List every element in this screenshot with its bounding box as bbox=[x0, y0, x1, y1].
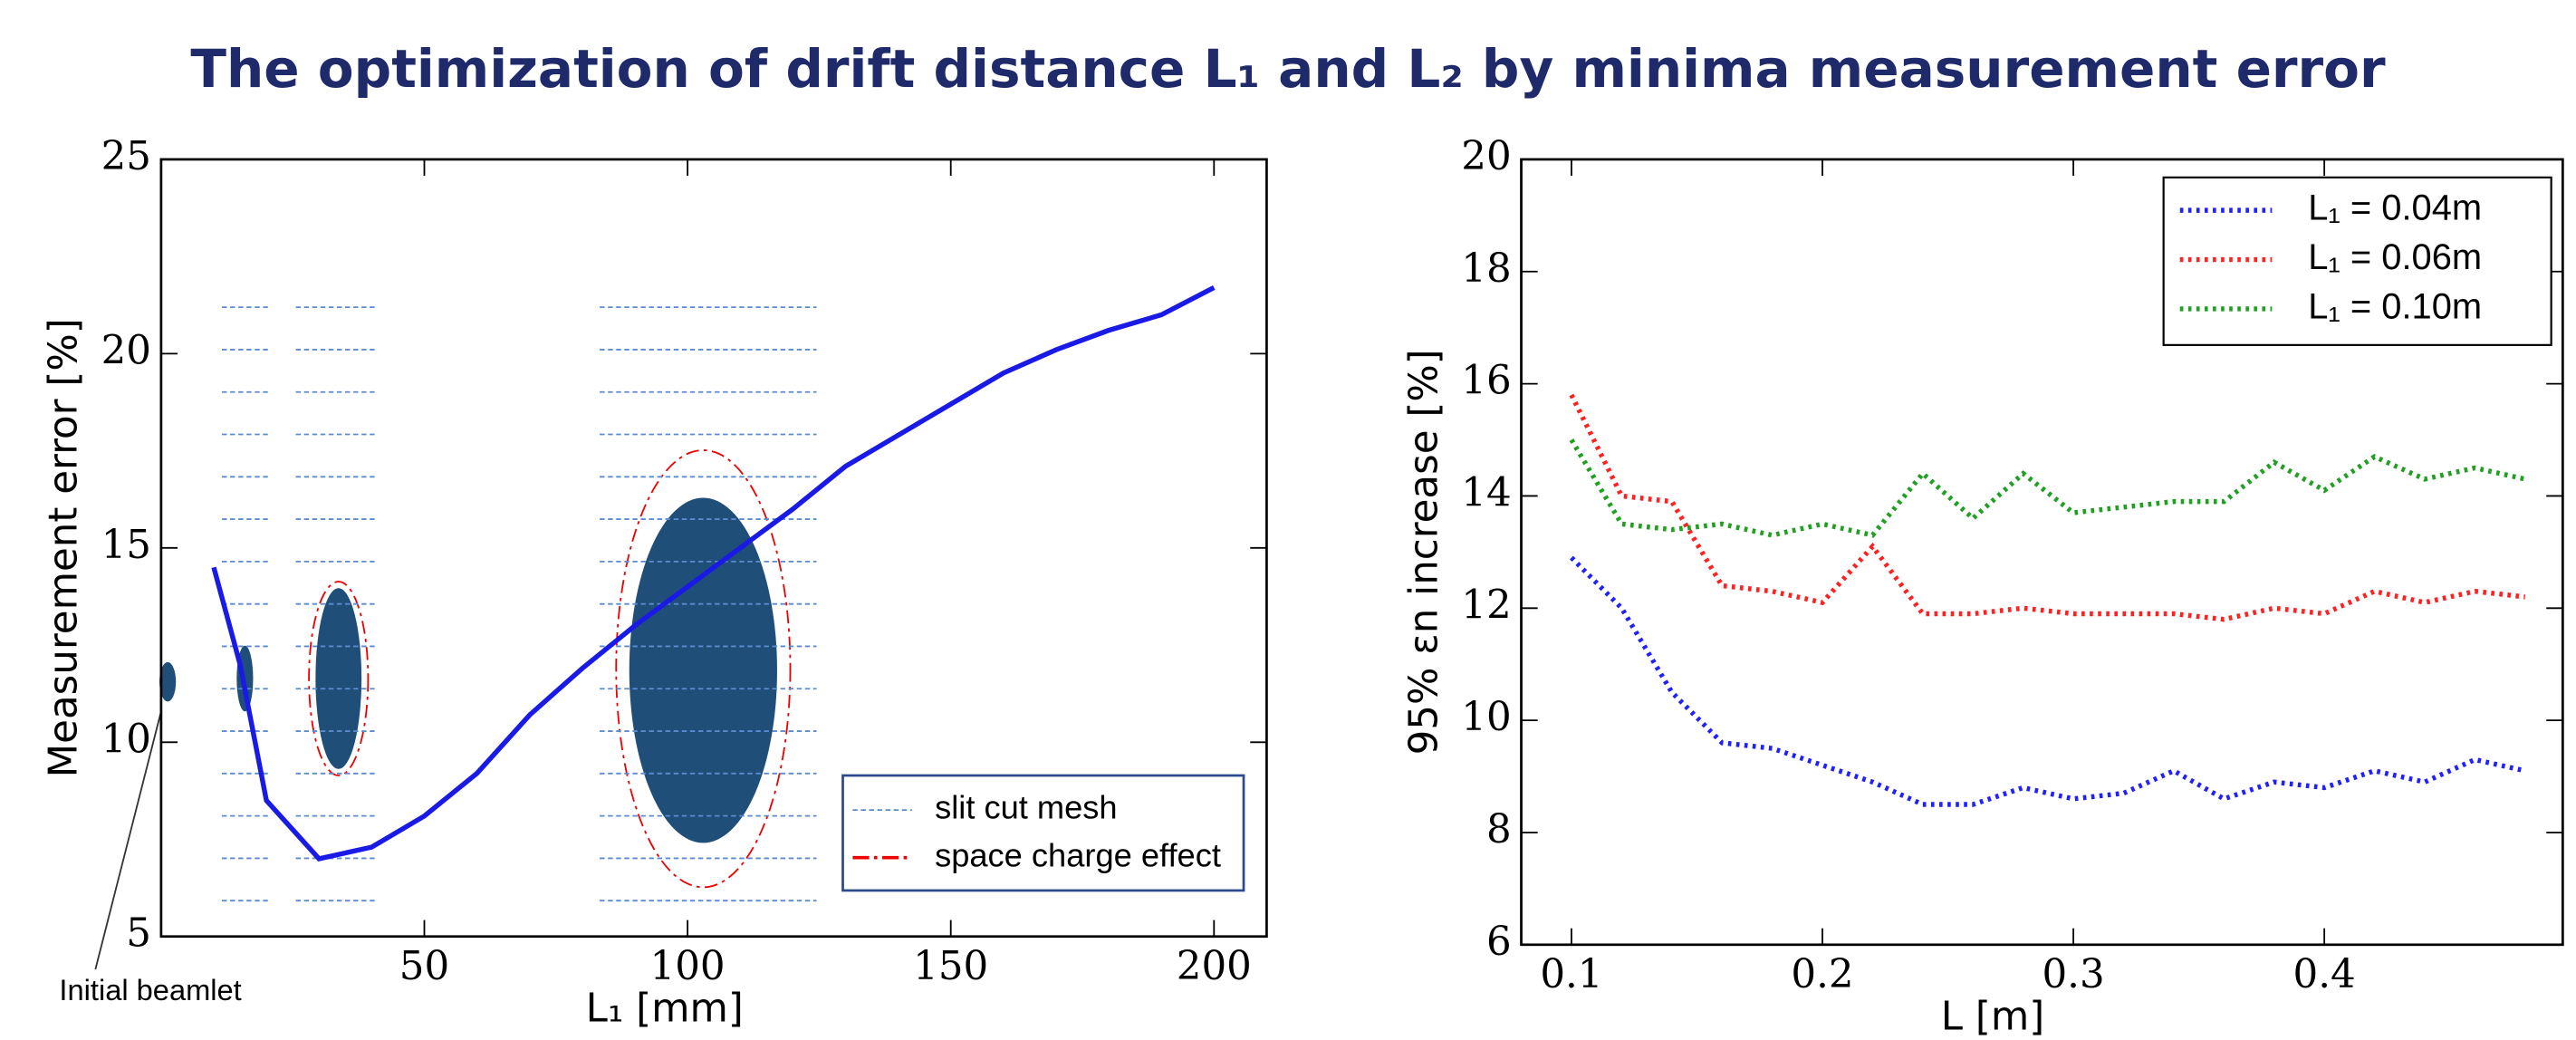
plot-frame bbox=[1520, 158, 2564, 947]
legend-box bbox=[2162, 176, 2552, 346]
legend-label: L₁ = 0.06m bbox=[2308, 237, 2482, 277]
x-tick-label: 150 bbox=[913, 944, 988, 989]
y-tick-label: 14 bbox=[1461, 470, 1511, 515]
y-tick-label: 6 bbox=[1486, 920, 1512, 965]
legend-box bbox=[841, 774, 1245, 892]
data-line bbox=[1569, 438, 2526, 538]
y-tick-label: 10 bbox=[1461, 695, 1511, 740]
beamlet bbox=[629, 497, 777, 843]
data-line bbox=[1569, 393, 2526, 622]
legend-label: slit cut mesh bbox=[935, 789, 1118, 826]
data-line bbox=[1570, 555, 2526, 807]
legend-label: space charge effect bbox=[935, 836, 1221, 873]
figure-title: The optimization of drift distance L₁ an… bbox=[190, 38, 2386, 100]
annotation: Initial beamlet bbox=[59, 973, 241, 1006]
y-tick-label: 8 bbox=[1486, 807, 1512, 852]
y-axis-label: 95% εn increase [%] bbox=[1401, 349, 1447, 755]
space-charge-outline bbox=[615, 449, 792, 889]
y-tick-label: 20 bbox=[1461, 134, 1511, 179]
legend-label: L₁ = 0.04m bbox=[2308, 188, 2482, 228]
beamlet bbox=[159, 661, 177, 702]
x-axis-label: L [m] bbox=[1941, 994, 2044, 1039]
y-tick-label: 18 bbox=[1461, 246, 1511, 292]
beam-shapes bbox=[94, 449, 792, 970]
y-tick-label: 25 bbox=[101, 134, 151, 179]
x-tick-label: 200 bbox=[1177, 944, 1252, 989]
x-tick-label: 0.2 bbox=[1791, 952, 1853, 997]
slit-mesh bbox=[221, 306, 817, 902]
beamlet bbox=[315, 588, 362, 769]
x-tick-label: 0.4 bbox=[2293, 952, 2356, 997]
y-axis-label: Measurement error [%] bbox=[42, 318, 87, 777]
y-tick-label: 10 bbox=[101, 717, 151, 762]
y-tick-label: 15 bbox=[101, 523, 151, 568]
annotation-arrow bbox=[94, 711, 162, 970]
x-tick-label: 0.1 bbox=[1540, 952, 1602, 997]
y-tick-label: 16 bbox=[1461, 359, 1511, 404]
x-axis-label: L₁ [mm] bbox=[586, 986, 744, 1031]
y-tick-label: 12 bbox=[1461, 583, 1511, 628]
space-charge-outline bbox=[308, 581, 370, 776]
x-tick-label: 50 bbox=[399, 944, 449, 989]
y-tick-label: 5 bbox=[126, 911, 151, 957]
legend-label: L₁ = 0.10m bbox=[2308, 286, 2482, 326]
x-tick-label: 100 bbox=[650, 944, 726, 989]
x-tick-label: 0.3 bbox=[2042, 952, 2104, 997]
data-line bbox=[211, 285, 1216, 862]
y-tick-label: 20 bbox=[101, 328, 151, 373]
